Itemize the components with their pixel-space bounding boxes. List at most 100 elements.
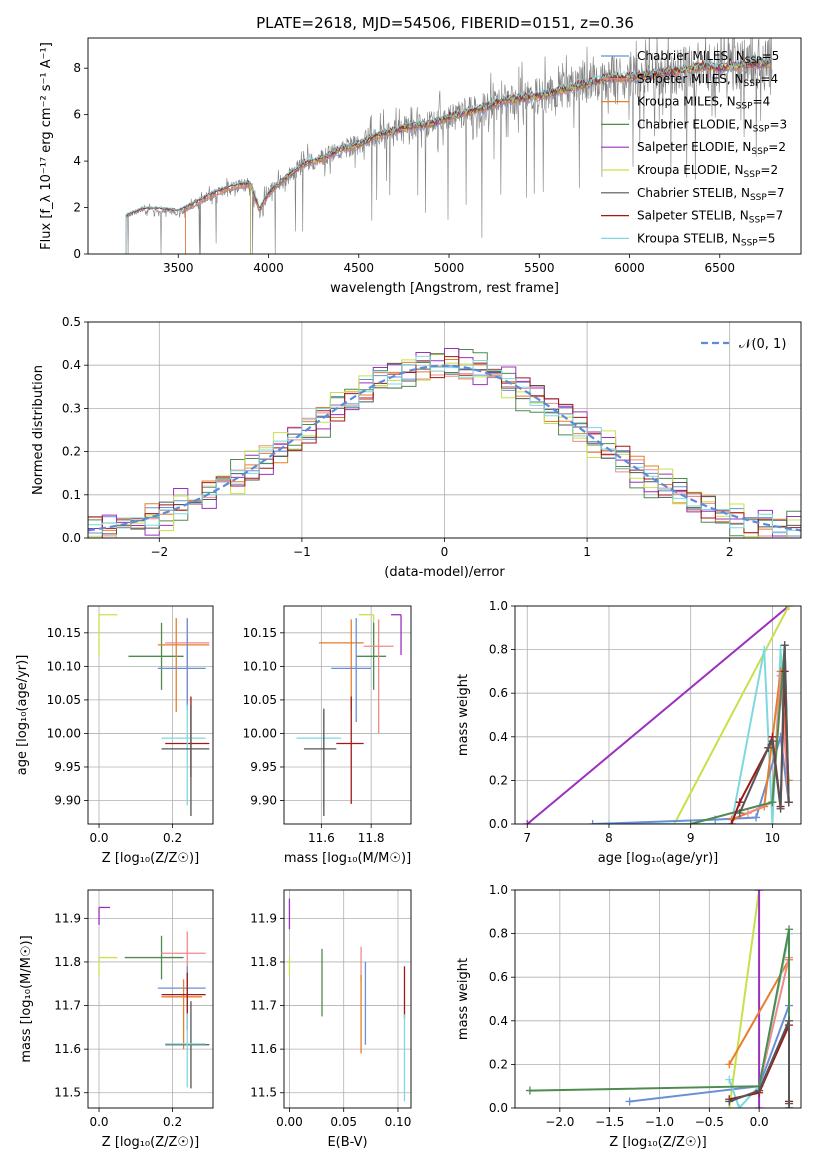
- y-tick-label: 0.5: [62, 315, 81, 329]
- legend-label-sub: SSP: [749, 216, 766, 226]
- y-tick-label: 10.10: [243, 659, 277, 673]
- x-tick-label: 5000: [434, 261, 465, 275]
- y-tick-label: 0.2: [489, 1057, 508, 1071]
- model-spectrum-chabrier-elodie: [250, 60, 771, 254]
- y-axis-label: age [log₁₀(age/yr)]: [15, 655, 30, 776]
- weight-line: [673, 606, 790, 824]
- plot-area: [88, 348, 801, 538]
- weight-marker: [588, 820, 597, 824]
- legend-entry: Kroupa ELODIE, NSSP=2: [601, 163, 778, 180]
- legend-label-n: =7: [766, 209, 784, 223]
- y-tick-label: 0.0: [489, 817, 508, 831]
- y-tick-label: 10.15: [243, 626, 277, 640]
- weight-marker: [785, 1016, 794, 1025]
- legend-label: Kroupa STELIB, NSSP=5: [637, 231, 775, 248]
- axes-frame: [87, 321, 802, 539]
- legend-label: Salpeter MILES, NSSP=4: [637, 72, 778, 89]
- y-tick-label: 0.8: [489, 643, 508, 657]
- legend-label-text: Kroupa ELODIE, N: [637, 163, 744, 177]
- legend-entry: Chabrier ELODIE, NSSP=3: [601, 117, 787, 134]
- weight-marker: [784, 798, 793, 807]
- weight-marker: [755, 1086, 764, 1095]
- y-tick-label: 11.8: [54, 955, 81, 969]
- x-tick-label: 11.6: [308, 831, 335, 845]
- legend-label-text: Kroupa STELIB, N: [637, 231, 741, 245]
- legend-label-n: =4: [760, 72, 778, 86]
- errorbar-point: [296, 711, 342, 806]
- y-tick-label: 0.4: [489, 1014, 508, 1028]
- y-axis-label: mass weight: [456, 958, 471, 1040]
- errorbar-point: [98, 906, 111, 925]
- legend-entry: Salpeter MILES, NSSP=4: [601, 72, 778, 89]
- weight-marker: [755, 1104, 764, 1108]
- errorbar-point: [124, 935, 184, 980]
- legend-label: Salpeter STELIB, NSSP=7: [637, 209, 783, 226]
- legend-entry: Chabrier MILES, NSSP=5: [601, 49, 779, 66]
- legend: Chabrier MILES, NSSP=5 Salpeter MILES, NS…: [601, 49, 787, 248]
- x-tick-label: −1: [293, 545, 311, 559]
- y-tick-label: 0.0: [62, 531, 81, 545]
- y-tick-label: 0.6: [489, 970, 508, 984]
- legend-label-n: =7: [767, 186, 785, 200]
- x-tick-label: −2: [150, 545, 168, 559]
- y-tick-label: 2: [73, 201, 81, 215]
- axes-frame: [87, 37, 802, 255]
- model-spectrum-chabrier-miles: [185, 61, 771, 254]
- y-tick-label: 10.10: [47, 659, 81, 673]
- y-tick-label: 0.3: [62, 401, 81, 415]
- x-tick-label: −1.0: [645, 1115, 674, 1129]
- weight-marker: [768, 820, 777, 824]
- axes-frame: [283, 605, 412, 825]
- panel-mass_weight_vs_age: 7 8 9 10 0.0 0.2 0.4 0.6 0.8 1.0 age [log₁₀(age/yr…: [456, 599, 802, 866]
- legend-entry: Chabrier STELIB, NSSP=7: [601, 186, 785, 203]
- y-tick-label: 0.0: [489, 1101, 508, 1115]
- weight-marker: [764, 743, 773, 752]
- y-tick-label: 11.6: [250, 1042, 277, 1056]
- legend-label-n: =2: [760, 163, 778, 177]
- errorbar-point: [98, 614, 118, 655]
- legend-entry: Kroupa MILES, NSSP=4: [601, 95, 770, 112]
- y-tick-label: 9.90: [250, 794, 277, 808]
- panel-mass_weight_vs_Z: −2.0 −1.5 −1.0 −0.5 0.0 0.0 0.2 0.4 0.6 0.8 1.0 Z […: [456, 883, 802, 1150]
- x-axis-label: Z [log₁₀(Z/Z☉)]: [102, 851, 199, 866]
- y-tick-label: 11.9: [250, 911, 277, 925]
- panel-mass_vs_ebv: 0.00 0.05 0.10 11.5 11.6 11.7 11.8 11.9 E(B-V): [250, 889, 412, 1150]
- y-tick-label: 0.8: [489, 927, 508, 941]
- weight-line: [728, 1020, 790, 1104]
- errorbar-point: [157, 618, 206, 709]
- legend-label-sub: SSP: [753, 124, 770, 134]
- y-tick-label: 11.5: [250, 1086, 277, 1100]
- weight-marker: [785, 1099, 794, 1108]
- y-tick-label: 1.0: [489, 599, 508, 613]
- weight-series-salpeter-elodie: [755, 890, 764, 1108]
- y-tick-label: 9.95: [250, 760, 277, 774]
- legend-label-sub: SSP: [741, 238, 758, 248]
- panel-age_vs_mass: 11.6 11.8 9.90 9.95 10.00 10.05 10.10 10.15 mass…: [243, 605, 412, 866]
- y-tick-label: 9.95: [54, 760, 81, 774]
- normal-curve: [88, 364, 801, 532]
- legend-label: Kroupa ELODIE, NSSP=2: [637, 163, 778, 180]
- panel-mass_vs_Z: 0.0 0.2 11.5 11.6 11.7 11.8 11.9 Z [log₁₀(Z/Z☉)…: [19, 889, 214, 1150]
- x-tick-label: 3500: [163, 261, 194, 275]
- model-spectrum-kroupa-miles: [185, 60, 771, 254]
- weight-marker: [755, 890, 764, 894]
- figure-title: PLATE=2618, MJD=54506, FIBERID=0151, z=0…: [256, 14, 634, 32]
- x-tick-label: 9: [687, 831, 695, 845]
- model-spectrum-kroupa-stelib: [125, 56, 771, 254]
- y-tick-label: 0.4: [62, 358, 81, 372]
- legend-label: Chabrier ELODIE, NSSP=3: [637, 117, 787, 134]
- errorbar-point: [165, 1013, 206, 1088]
- x-tick-label: 4000: [253, 261, 284, 275]
- x-tick-label: 0.05: [330, 1115, 357, 1129]
- x-axis-label: Z [log₁₀(Z/Z☉)]: [609, 1135, 706, 1150]
- y-tick-label: 0.2: [489, 773, 508, 787]
- legend-label-n: =5: [758, 231, 776, 245]
- axes-frame: [514, 889, 802, 1109]
- weight-marker: [735, 1104, 744, 1108]
- y-tick-label: 0.6: [489, 686, 508, 700]
- y-tick-label: 11.7: [250, 999, 277, 1013]
- weight-marker: [760, 645, 769, 654]
- x-tick-label: 6000: [614, 261, 645, 275]
- y-tick-label: 0.2: [62, 445, 81, 459]
